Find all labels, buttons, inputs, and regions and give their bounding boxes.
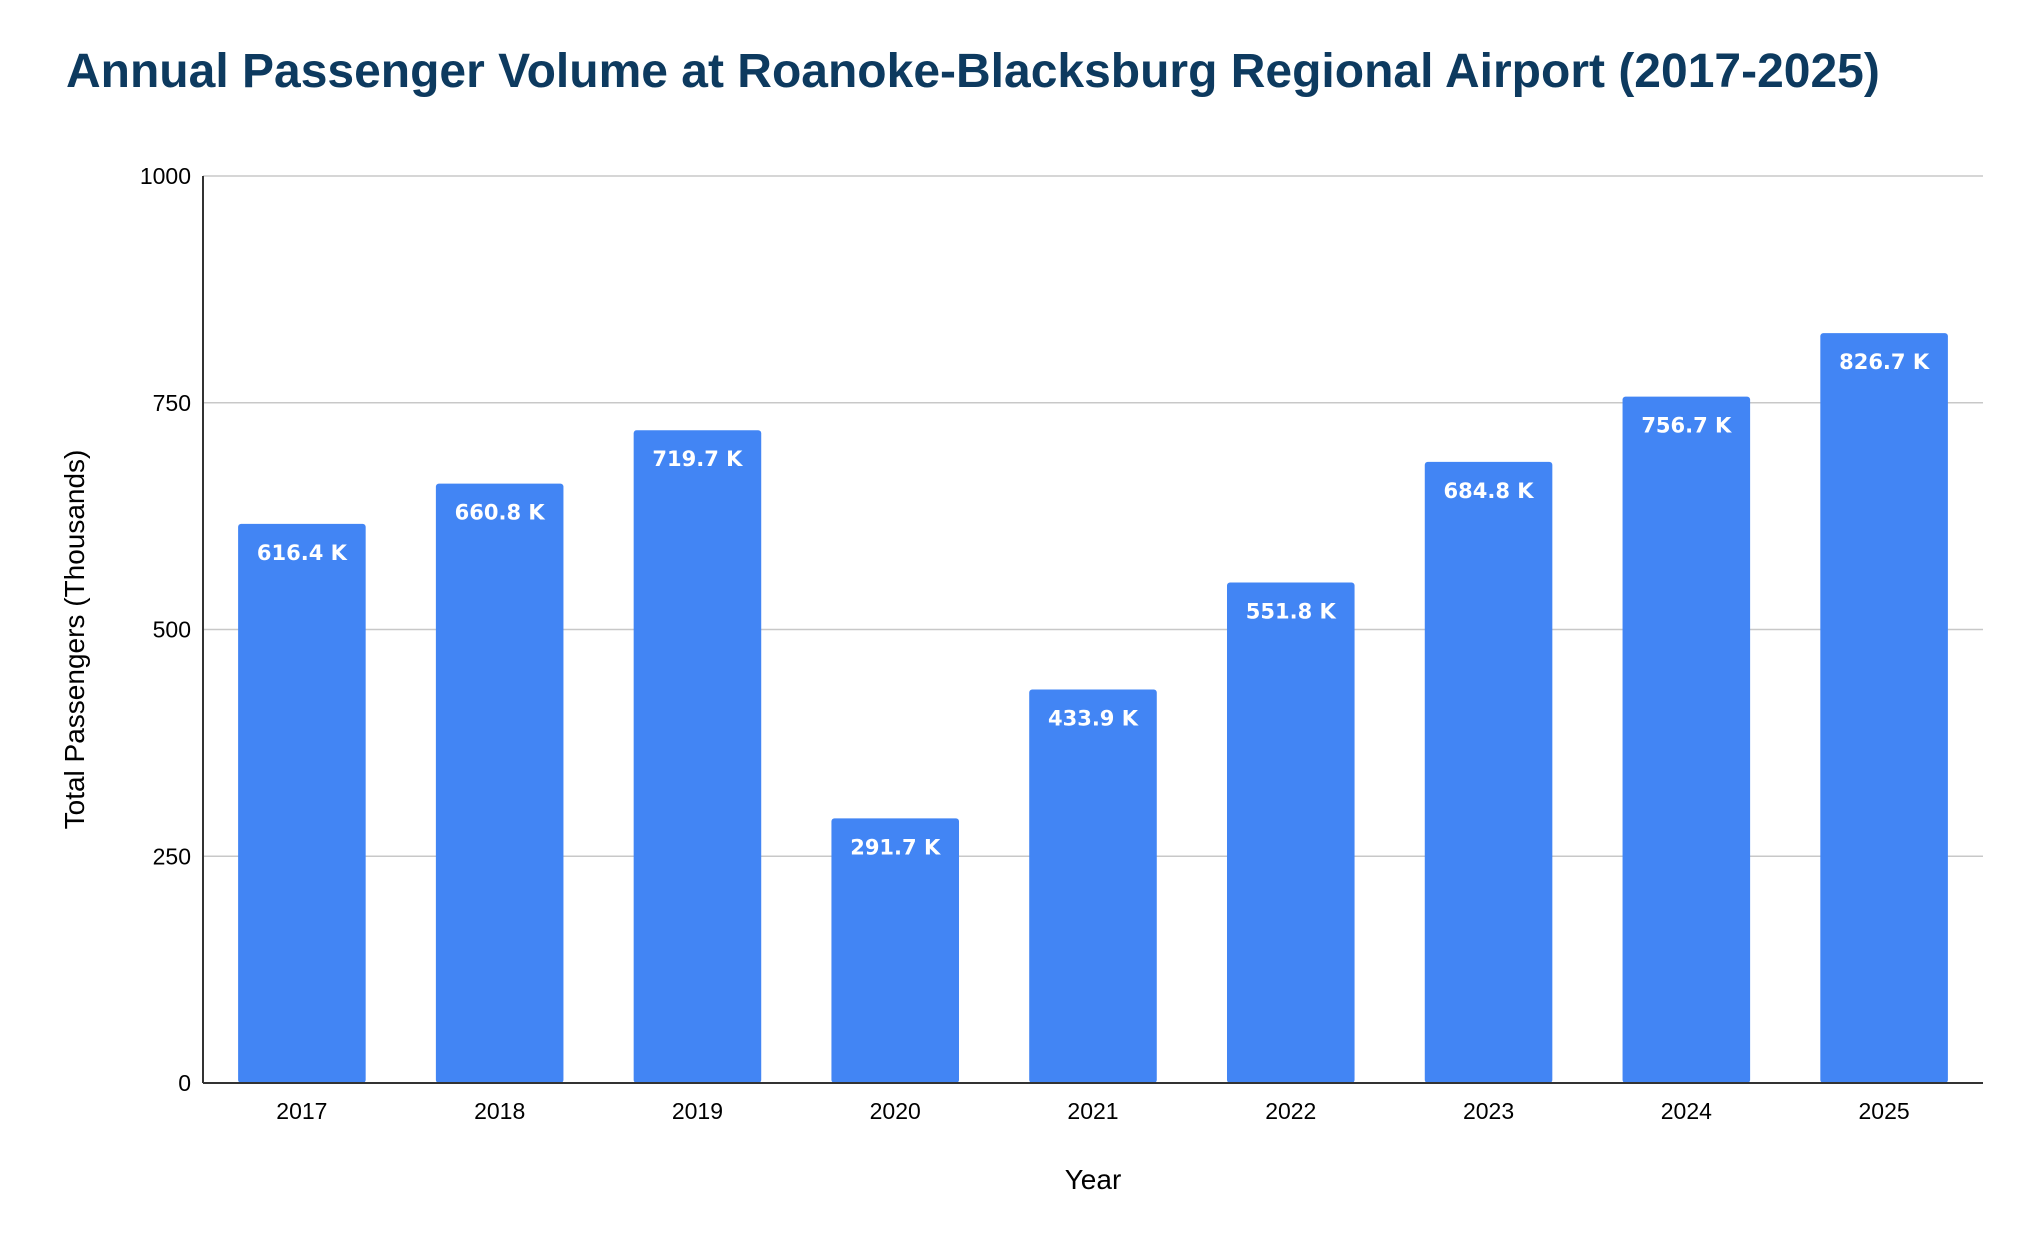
bar-data-label: 551.8 K <box>1246 600 1337 624</box>
chart-title: Annual Passenger Volume at Roanoke-Black… <box>66 45 1880 98</box>
bar-2022 <box>1226 582 1355 1083</box>
x-tick-label: 2024 <box>1661 1098 1712 1124</box>
bar-2020 <box>831 818 960 1083</box>
y-axis-ticks: 0 250 500 750 1000 <box>140 163 191 1096</box>
y-tick-label: 500 <box>153 617 191 643</box>
bar-data-label: 616.4 K <box>257 541 348 565</box>
bar-data-label: 684.8 K <box>1444 479 1535 503</box>
bar-2019 <box>633 430 762 1084</box>
bar-data-label: 291.7 K <box>850 835 941 859</box>
bar-data-label: 433.9 K <box>1048 706 1139 730</box>
y-tick-label: 1000 <box>140 163 191 189</box>
x-axis-ticks: 2017 2018 2019 2020 2021 2022 2023 2024 2025 <box>276 1098 1909 1124</box>
y-tick-label: 750 <box>153 390 191 416</box>
bar-data-label: 826.7 K <box>1839 350 1930 374</box>
bar-2025 <box>1820 333 1948 1083</box>
x-tick-label: 2022 <box>1265 1098 1316 1124</box>
x-tick-label: 2023 <box>1463 1098 1514 1124</box>
bar-2024 <box>1622 396 1751 1083</box>
y-axis-title: Total Passengers (Thousands) <box>59 450 90 830</box>
x-tick-label: 2025 <box>1859 1098 1910 1124</box>
bars: 616.4 K 660.8 K 719.7 K 291.7 K 433.9 K 551.8… <box>238 333 1948 1084</box>
x-tick-label: 2019 <box>672 1098 723 1124</box>
bar-2023 <box>1424 461 1553 1083</box>
y-tick-label: 0 <box>178 1070 191 1096</box>
bar-2018 <box>435 483 564 1083</box>
bar-data-label: 660.8 K <box>455 501 546 525</box>
y-tick-label: 250 <box>153 843 191 869</box>
x-tick-label: 2021 <box>1067 1098 1118 1124</box>
x-tick-label: 2020 <box>870 1098 921 1124</box>
bar-2017 <box>238 523 366 1083</box>
x-tick-label: 2017 <box>276 1098 327 1124</box>
bar-2021 <box>1029 689 1157 1083</box>
bar-data-label: 719.7 K <box>652 447 743 471</box>
x-tick-label: 2018 <box>474 1098 525 1124</box>
bar-data-label: 756.7 K <box>1641 414 1732 438</box>
x-axis-title: Year <box>1065 1164 1122 1195</box>
